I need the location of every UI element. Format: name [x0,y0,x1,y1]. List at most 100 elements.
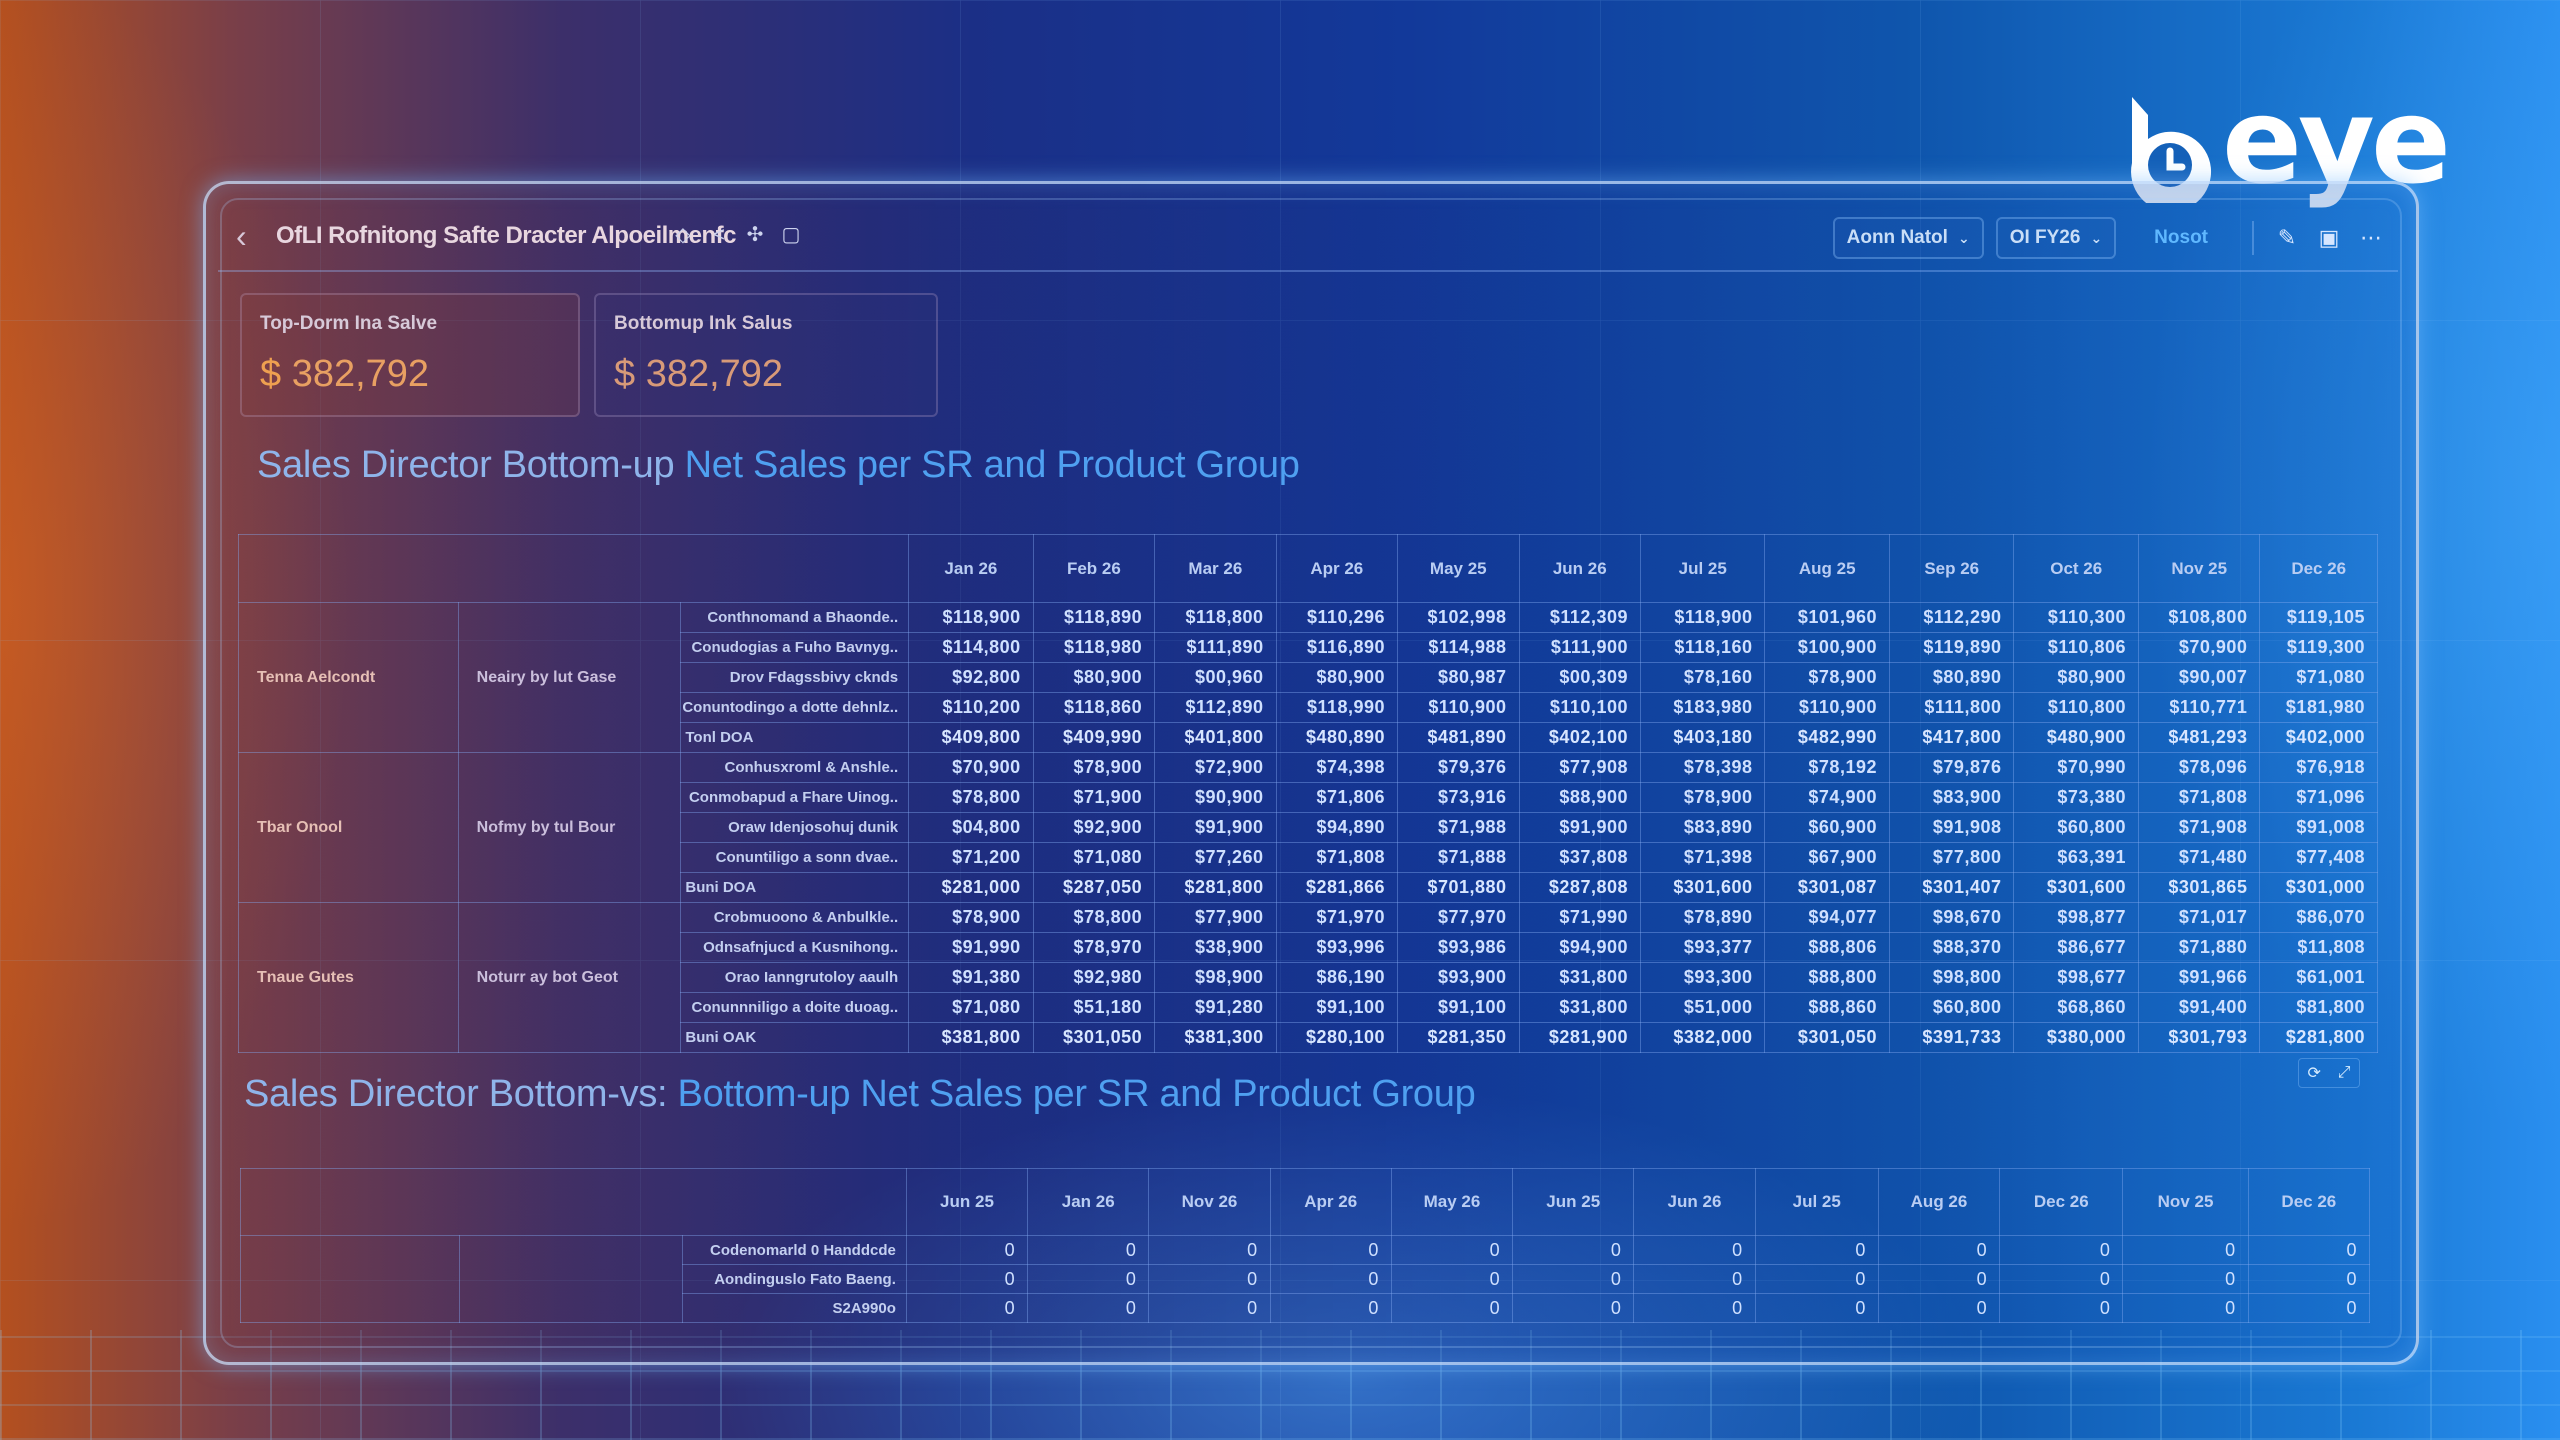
value-cell: $60,800 [1888,992,2015,1023]
value-cell: $402,100 [1518,722,1641,753]
value-cell: 0 [1999,1293,2124,1323]
value-cell: $91,100 [1397,992,1520,1023]
value-cell: $78,096 [2137,752,2261,783]
value-cell: 0 [2122,1235,2249,1265]
product-group-cell: Conunnniligo a doite duoag.. [680,992,910,1023]
value-cell: 0 [1877,1235,2001,1265]
sr-cell: Neairy by lut Gase [457,602,682,753]
value-cell: $78,398 [1639,752,1766,783]
value-cell: 0 [1390,1235,1514,1265]
value-cell: $93,300 [1639,962,1766,993]
value-cell: $91,990 [908,932,1034,963]
expand-icon[interactable]: ⤢ [2337,1064,2351,1081]
value-cell: $287,808 [1518,872,1641,903]
value-cell: $93,900 [1397,962,1520,993]
table-row: Oraw Idenjosohuj dunik $04,800 $92,900 $91,… [239,812,2378,843]
value-cell: $78,890 [1639,902,1766,933]
value-cell: $114,800 [908,632,1034,663]
value-cell: 0 [1027,1264,1150,1294]
share-icon[interactable]: < [713,224,725,246]
logo-mark-icon [2131,97,2212,203]
value-cell: 0 [1027,1293,1150,1323]
value-cell: $481,293 [2137,722,2261,753]
value-cell: $119,890 [1888,632,2015,663]
value-cell: $112,309 [1518,602,1641,633]
value-cell: 0 [1390,1264,1514,1294]
edit-icon[interactable]: ✎ [2277,225,2297,250]
more-icon[interactable]: ⋯ [2360,225,2382,250]
value-cell: $71,900 [1032,782,1156,813]
value-cell: $71,200 [908,842,1034,873]
value-cell: $112,290 [1888,602,2015,633]
value-cell: $301,407 [1888,872,2015,903]
logo-wordmark: eye [2222,72,2451,210]
value-cell: $281,900 [1518,1022,1641,1053]
value-cell: $181,980 [2259,692,2378,723]
value-cell: $60,900 [1764,812,1890,843]
column-header-month: Oct 26 [2013,534,2139,603]
value-cell: $110,300 [2013,602,2139,633]
value-cell: $119,300 [2259,632,2378,663]
value-cell: $381,800 [908,1022,1034,1053]
value-cell: $111,800 [1888,692,2015,723]
value-cell: 0 [1633,1293,1756,1323]
value-cell: $70,990 [2013,752,2139,783]
value-cell: $78,800 [1032,902,1156,933]
table-row: S2A990o 0 0 0 0 0 0 0 0 0 0 0 0 [241,1293,2371,1323]
value-cell: 0 [1269,1293,1392,1323]
value-cell: $88,900 [1518,782,1641,813]
refresh-icon[interactable]: ⟳ [2307,1065,2321,1082]
value-cell: $92,900 [1032,812,1156,843]
value-cell: $281,350 [1397,1022,1520,1053]
bookmark-icon[interactable]: ▢ [781,224,801,246]
column-header-month: Nov 26 [1148,1168,1271,1236]
value-cell: $79,876 [1888,752,2015,783]
column-header-month: Dec 26 [2259,534,2378,603]
diamond-icon[interactable]: ◇ [675,224,691,246]
value-cell: $88,800 [1764,962,1890,993]
value-cell: $78,900 [908,902,1034,933]
value-cell: $71,988 [1397,812,1520,843]
filter-dropdown-region[interactable]: Aonn Natol ⌄ [1832,217,1984,259]
value-cell: $71,480 [2137,842,2261,873]
reset-button[interactable]: Nosot [2154,227,2208,248]
value-cell: $71,880 [2137,932,2261,963]
header-divider [218,270,2398,272]
value-cell: $98,670 [1888,902,2015,933]
product-group-cell: Aondinguslo Fato Baeng. [681,1264,907,1294]
value-cell: $71,908 [2137,812,2261,843]
value-cell: $78,900 [1032,752,1156,783]
value-cell: $80,900 [1275,662,1399,693]
value-cell: 0 [2122,1264,2249,1294]
value-cell: $88,860 [1764,992,1890,1023]
value-cell: 0 [1148,1235,1271,1265]
value-cell: $63,391 [2013,842,2139,873]
value-cell: $118,900 [908,602,1034,633]
value-cell: $301,865 [2137,872,2261,903]
value-cell: $74,900 [1764,782,1890,813]
value-cell: $480,900 [2013,722,2139,753]
value-cell: $98,677 [2013,962,2139,993]
value-cell: $70,900 [2137,632,2261,663]
value-cell: $38,900 [1154,932,1277,963]
value-cell: $281,800 [2259,1022,2378,1053]
value-cell: $409,990 [1032,722,1156,753]
pin-icon[interactable]: ✣ [746,224,764,246]
value-cell: $110,900 [1764,692,1890,723]
column-header-month: Aug 25 [1764,534,1890,603]
column-header-month: Apr 26 [1275,534,1399,603]
value-cell: $51,180 [1032,992,1156,1023]
value-cell: 0 [905,1293,1029,1323]
column-header-month: Dec 26 [1999,1168,2124,1236]
back-button[interactable]: ‹ [236,218,247,254]
value-cell: $409,800 [908,722,1034,753]
value-cell: $110,100 [1518,692,1641,723]
value-cell: $118,160 [1639,632,1766,663]
value-cell: $78,900 [1639,782,1766,813]
value-cell: $112,890 [1154,692,1277,723]
value-cell: $281,000 [908,872,1034,903]
value-cell: $78,192 [1764,752,1890,783]
filter-dropdown-period[interactable]: OI FY26 ⌄ [1995,217,2117,259]
value-cell: $71,990 [1518,902,1641,933]
comment-icon[interactable]: ▣ [2318,225,2340,250]
